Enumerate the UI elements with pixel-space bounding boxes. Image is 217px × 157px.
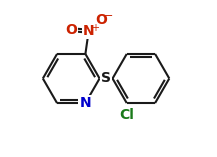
Text: S: S [101,71,111,86]
Text: +: + [91,23,99,33]
Text: N: N [83,24,94,38]
Text: −: − [104,11,113,21]
Text: O: O [96,13,108,27]
Text: N: N [80,96,91,110]
Text: Cl: Cl [119,108,134,122]
Text: O: O [65,23,77,37]
